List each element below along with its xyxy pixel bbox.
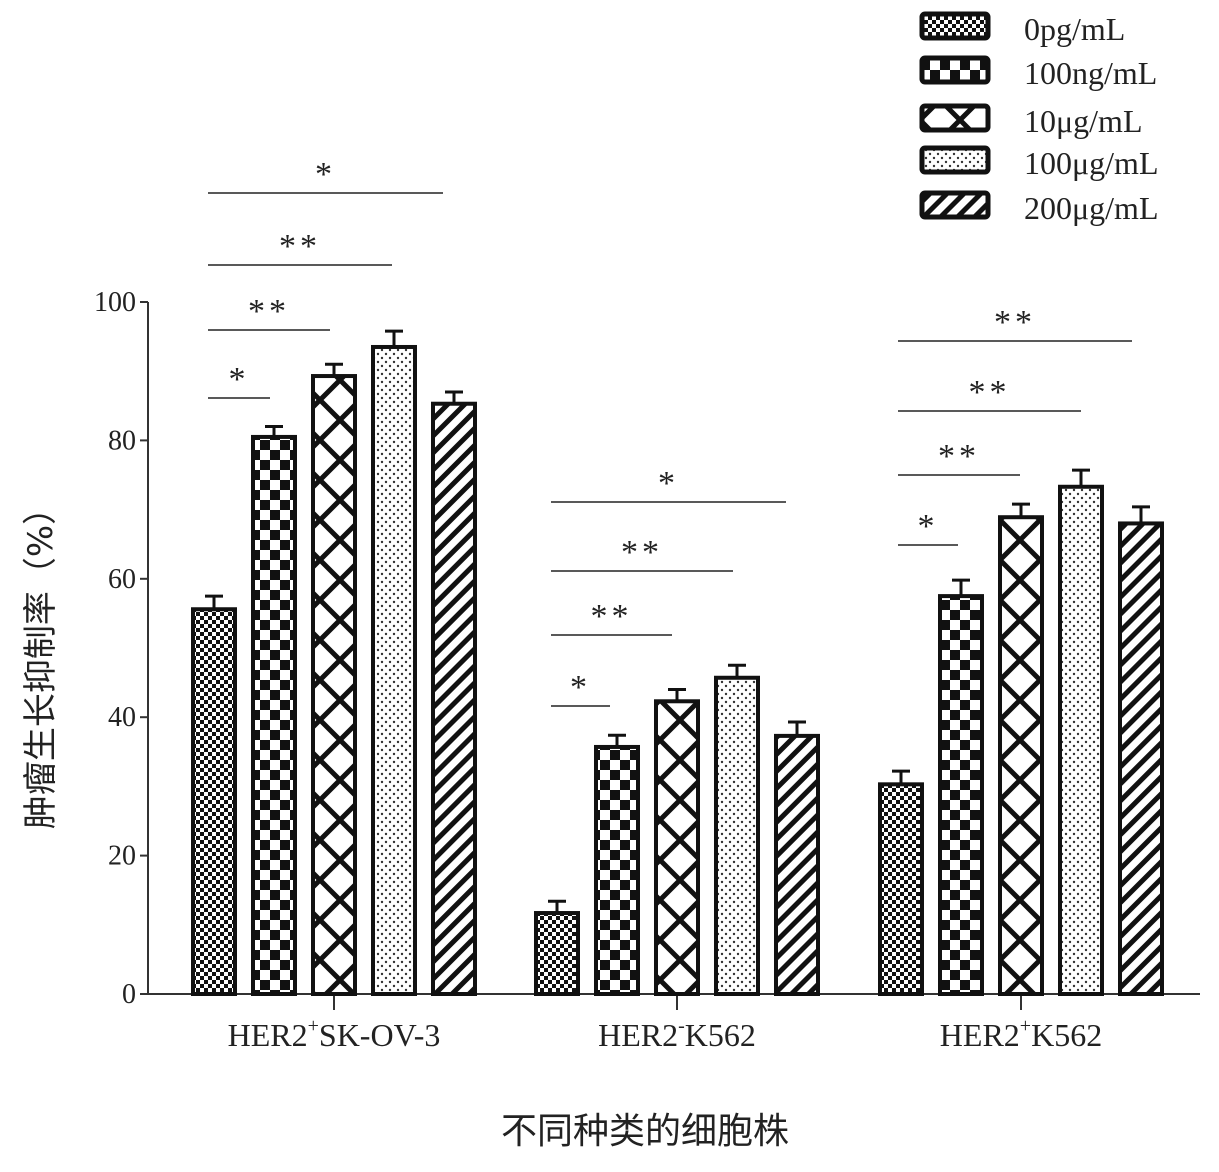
significance-label: * — [570, 669, 591, 706]
legend-item: 0pg/mL — [919, 11, 1125, 47]
legend-swatch — [919, 11, 991, 41]
legend-label: 100μg/mL — [1024, 145, 1158, 181]
y-tick-label: 80 — [108, 425, 136, 456]
significance-label: * — [315, 156, 336, 193]
significance-label: ** — [938, 438, 980, 475]
bar — [1058, 484, 1104, 996]
legend-swatch — [919, 190, 991, 220]
axes: 0 20 40 60 80 100 HER2+SK-OV-3 HER2-K562 HER2+K5… — [94, 287, 1200, 1053]
significance-label: ** — [969, 374, 1011, 411]
significance-label: ** — [591, 598, 633, 635]
bar — [311, 374, 357, 996]
significance-label: ** — [279, 228, 321, 265]
bar — [431, 401, 477, 996]
legend-swatch — [919, 55, 991, 85]
legend: 0pg/mL 100ng/mL 10μg/mL 100μg/mL 200μg/mL — [919, 11, 1158, 226]
x-tick-label: HER2-K562 — [598, 1015, 756, 1053]
legend-swatch — [919, 103, 991, 133]
legend-label: 0pg/mL — [1024, 11, 1125, 47]
legend-item: 100ng/mL — [919, 55, 1157, 91]
significance-label: * — [658, 465, 679, 502]
bar — [534, 911, 580, 997]
bars — [191, 329, 1164, 997]
legend-item: 200μg/mL — [919, 190, 1158, 226]
y-axis-label: 肿瘤生长抑制率（%） — [21, 491, 61, 829]
bar — [251, 434, 297, 996]
y-tick-label: 60 — [108, 564, 136, 595]
bar — [774, 733, 820, 996]
significance-label: ** — [994, 304, 1036, 341]
x-tick-label: HER2+K562 — [940, 1015, 1102, 1053]
legend-item: 10μg/mL — [919, 103, 1142, 139]
bar — [654, 699, 700, 996]
legend-label: 100ng/mL — [1024, 55, 1157, 91]
legend-label: 10μg/mL — [1024, 103, 1142, 139]
x-axis-label: 不同种类的细胞株 — [501, 1111, 789, 1152]
significance-label: ** — [248, 293, 290, 330]
bar — [878, 782, 924, 996]
bar — [714, 675, 760, 996]
legend-label: 200μg/mL — [1024, 190, 1158, 226]
bar — [594, 744, 640, 996]
bar — [1118, 521, 1164, 996]
y-tick-label: 100 — [94, 287, 136, 318]
y-tick-label: 20 — [108, 841, 136, 872]
significance-label: * — [918, 508, 939, 545]
x-tick-label: HER2+SK-OV-3 — [228, 1015, 441, 1053]
significance-label: * — [229, 361, 250, 398]
y-tick-label: 40 — [108, 702, 136, 733]
bar — [191, 607, 237, 996]
bar — [998, 515, 1044, 996]
significance-label: ** — [621, 534, 663, 571]
y-tick-label: 0 — [122, 979, 136, 1010]
legend-swatch — [919, 145, 991, 175]
bar — [371, 344, 417, 997]
legend-item: 100μg/mL — [919, 145, 1158, 181]
bar — [938, 594, 984, 996]
significance-annotations: ******************* — [208, 156, 1132, 707]
